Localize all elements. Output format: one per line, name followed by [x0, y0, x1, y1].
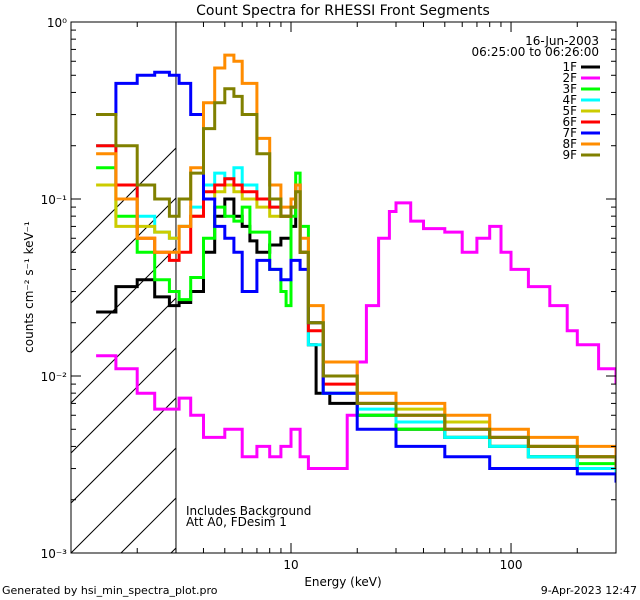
legend-label-8f: 8F — [562, 137, 577, 151]
y-tick-label: 10⁻³ — [41, 547, 68, 561]
hatch-line — [421, 0, 640, 553]
hatched-region — [71, 0, 640, 553]
y-tick-label: 10⁰ — [47, 16, 67, 30]
y-axis-label: counts cm⁻² s⁻¹ keV⁻¹ — [22, 221, 36, 353]
legend-label-5f: 5F — [562, 104, 577, 118]
legend-label-2f: 2F — [562, 71, 577, 85]
hatch-line — [71, 347, 176, 454]
attenuator-note: Att A0, FDesim 1 — [186, 515, 287, 529]
series-line-9f — [96, 87, 616, 469]
hatch-line — [521, 0, 640, 553]
hatch-line — [71, 397, 176, 504]
legend-label-9f: 9F — [562, 148, 577, 162]
x-axis-label: Energy (keV) — [304, 575, 381, 589]
legend-label-3f: 3F — [562, 82, 577, 96]
legend-label-1f: 1F — [562, 60, 577, 74]
x-tick-label: 10 — [283, 558, 298, 572]
hatch-line — [621, 0, 640, 553]
hatch-line — [371, 0, 640, 553]
x-tick-label: 100 — [500, 558, 523, 572]
hatch-line — [71, 297, 176, 404]
plot-frame — [70, 21, 617, 554]
hatch-line — [71, 447, 176, 553]
legend-label-7f: 7F — [562, 126, 577, 140]
legend-label-6f: 6F — [562, 115, 577, 129]
background-note: Includes Background — [186, 504, 311, 518]
footer-timestamp: 9-Apr-2023 12:47 — [541, 584, 637, 597]
chart-title: Count Spectra for RHESSI Front Segments — [196, 3, 490, 19]
hatch-line — [321, 0, 640, 553]
hatch-line — [571, 0, 640, 553]
y-tick-label: 10⁻² — [41, 370, 68, 384]
hatch-line — [271, 0, 640, 553]
footer-generator: Generated by hsi_min_spectra_plot.pro — [2, 584, 218, 597]
series-line-2f — [96, 201, 616, 470]
y-tick-label: 10⁻¹ — [41, 193, 68, 207]
series-line-7f — [96, 70, 616, 483]
legend-label-4f: 4F — [562, 93, 577, 107]
legend-date: 16-Jun-2003 — [525, 34, 599, 48]
hatch-line — [71, 197, 176, 304]
legend-time-range: 06:25:00 to 06:26:00 — [472, 45, 599, 59]
series-line-8f — [96, 53, 616, 457]
